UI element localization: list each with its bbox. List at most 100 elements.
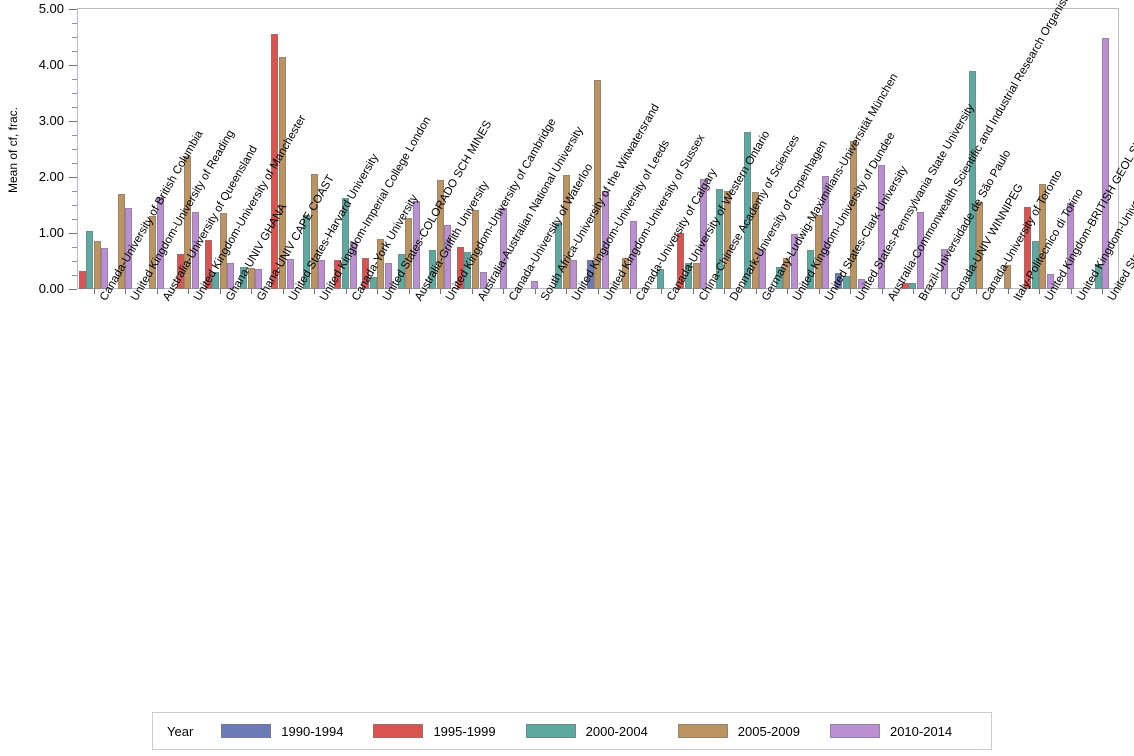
bar[interactable] (744, 132, 752, 289)
bar[interactable] (877, 165, 885, 289)
bar[interactable] (192, 211, 200, 289)
bar[interactable] (349, 241, 357, 289)
legend-item[interactable]: 2000-2004 (525, 724, 648, 739)
legend-item[interactable]: 1995-1999 (373, 724, 496, 739)
bar[interactable] (499, 207, 507, 289)
bar[interactable] (814, 214, 822, 289)
bar[interactable] (436, 179, 444, 289)
bar[interactable] (916, 211, 924, 289)
bar[interactable] (1094, 263, 1102, 289)
bar[interactable] (1039, 183, 1047, 289)
legend-item[interactable]: 2005-2009 (677, 723, 800, 739)
bar[interactable] (212, 272, 220, 289)
bar[interactable] (822, 176, 830, 289)
bar[interactable] (692, 262, 700, 289)
bar[interactable] (286, 259, 294, 289)
bar[interactable] (684, 263, 692, 289)
bar[interactable] (397, 254, 405, 289)
legend-item[interactable]: 1990-1994 (221, 724, 343, 739)
bar[interactable] (342, 197, 350, 289)
bar[interactable] (444, 225, 452, 289)
bar[interactable] (1024, 206, 1031, 289)
bar[interactable] (621, 257, 629, 289)
bar[interactable] (531, 281, 539, 289)
bar[interactable] (117, 194, 125, 289)
bar[interactable] (204, 239, 212, 289)
bar[interactable] (429, 249, 437, 289)
bar[interactable] (247, 267, 255, 289)
bar[interactable] (219, 213, 227, 289)
bar[interactable] (775, 267, 783, 289)
bar[interactable] (405, 217, 413, 289)
bar[interactable] (783, 258, 791, 289)
bar[interactable] (901, 282, 909, 289)
bar[interactable] (1003, 265, 1011, 289)
bar[interactable] (255, 269, 263, 289)
bar[interactable] (318, 260, 326, 289)
bar[interactable] (601, 191, 609, 289)
bar[interactable] (334, 259, 342, 289)
bar[interactable] (78, 270, 86, 289)
bar[interactable] (156, 197, 164, 289)
y-tick-label: 2.00 (38, 169, 64, 184)
bar[interactable] (384, 262, 392, 289)
bar[interactable] (724, 191, 732, 289)
bar[interactable] (101, 248, 109, 289)
bar[interactable] (657, 269, 665, 289)
bar[interactable] (570, 260, 578, 289)
bar[interactable] (464, 252, 472, 289)
bar[interactable] (184, 156, 192, 289)
bar[interactable] (857, 279, 865, 289)
bar[interactable] (968, 71, 976, 289)
x-tick (534, 289, 536, 294)
bar[interactable] (86, 230, 94, 289)
bar[interactable] (562, 174, 570, 289)
bar[interactable] (271, 33, 279, 289)
bar[interactable] (759, 249, 767, 289)
bar[interactable] (412, 201, 420, 289)
bar[interactable] (677, 233, 685, 289)
legend-label: 2005-2009 (737, 723, 800, 739)
bar[interactable] (1031, 240, 1039, 289)
bar[interactable] (471, 210, 479, 289)
bar[interactable] (479, 272, 487, 289)
bar-group (271, 9, 294, 289)
bar[interactable] (716, 189, 724, 289)
bar[interactable] (1102, 38, 1110, 289)
bar[interactable] (227, 263, 235, 289)
bar-group (834, 9, 865, 289)
bar[interactable] (629, 221, 637, 289)
bar[interactable] (362, 257, 370, 289)
x-axis-label: Australia-Commonwealth Scientific and In… (886, 0, 1082, 303)
x-tick (440, 289, 442, 294)
bar[interactable] (456, 247, 464, 289)
bar[interactable] (850, 141, 858, 289)
bar[interactable] (586, 260, 594, 289)
bar[interactable] (834, 272, 842, 289)
bar[interactable] (279, 56, 287, 289)
bar[interactable] (940, 249, 948, 289)
bar[interactable] (594, 79, 602, 289)
bar-group (334, 9, 357, 289)
bar[interactable] (176, 254, 184, 289)
bar[interactable] (377, 238, 385, 289)
bar[interactable] (1046, 273, 1054, 289)
bar[interactable] (310, 173, 318, 289)
bar[interactable] (555, 222, 563, 289)
bar[interactable] (149, 216, 157, 289)
legend-swatch (373, 724, 424, 738)
bar[interactable] (369, 276, 377, 289)
bar[interactable] (1066, 203, 1074, 289)
bar[interactable] (790, 234, 798, 289)
bar[interactable] (751, 192, 759, 289)
bar[interactable] (302, 214, 310, 289)
bar[interactable] (239, 266, 247, 289)
bar[interactable] (909, 283, 917, 289)
legend-item[interactable]: 2010-2014 (829, 724, 952, 739)
bar[interactable] (976, 202, 984, 289)
bar[interactable] (842, 275, 850, 289)
bar[interactable] (125, 208, 133, 289)
bar[interactable] (93, 241, 101, 289)
bar[interactable] (807, 250, 815, 289)
bar[interactable] (700, 179, 708, 289)
